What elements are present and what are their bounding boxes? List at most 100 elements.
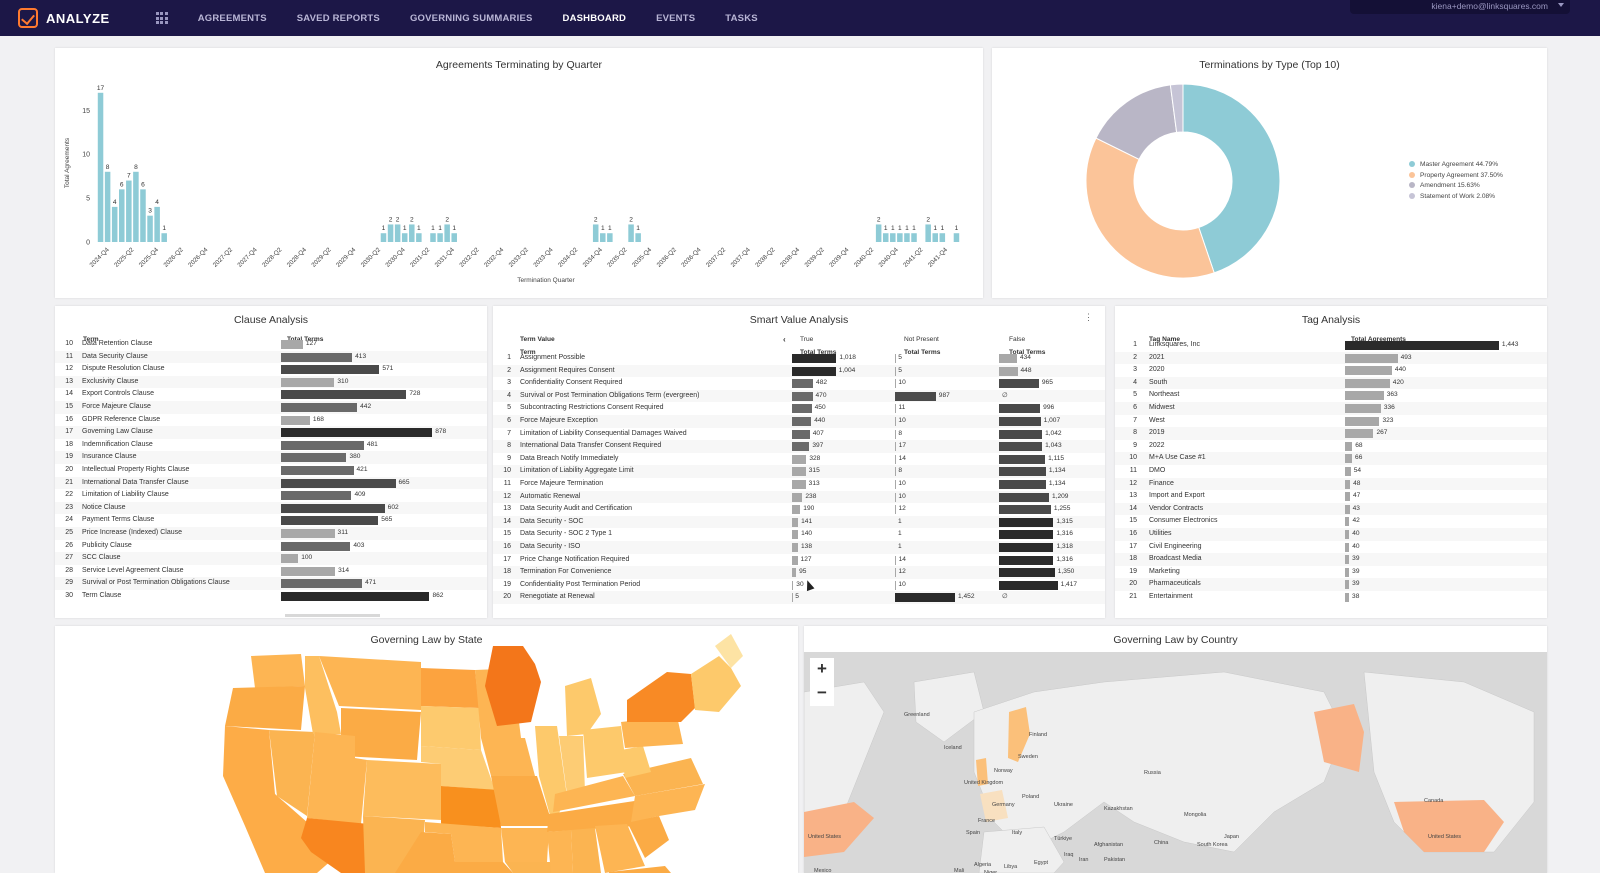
nav-agreements[interactable]: AGREEMENTS [197,12,267,24]
us-state-map[interactable] [55,626,798,873]
quarter-bar[interactable] [430,233,436,242]
smart-col-not-present[interactable]: Not Present [904,336,939,343]
table-row[interactable]: 28 Service Level Agreement Clause 314 [55,565,487,578]
quarter-bar[interactable] [380,233,387,242]
quarter-bar[interactable] [451,233,457,242]
smart-col-true-total[interactable]: Total Terms [800,349,837,356]
tag-col-total[interactable]: Total Agreements [1351,336,1406,343]
smart-col-true[interactable]: True [800,336,814,343]
user-menu[interactable]: kiena+demo@linksquares.com [1350,0,1570,14]
nav-saved-reports[interactable]: SAVED REPORTS [296,12,380,24]
table-row[interactable]: 6 Midwest 336 [1115,402,1547,415]
tag-col-name[interactable]: Tag Name [1149,336,1181,343]
clause-col-term[interactable]: Term [83,336,99,343]
quarter-bar[interactable] [416,233,422,242]
table-row[interactable]: 11 DMO 54 [1115,465,1547,478]
quarter-bar[interactable] [394,224,401,242]
quarter-bar[interactable] [161,233,167,242]
quarter-bar[interactable] [904,233,910,242]
table-row[interactable]: 21 Entertainment 38 [1115,591,1547,604]
table-row[interactable]: 14 Data Security - SOC 141 1 1,315 [493,515,1105,529]
quarter-bar[interactable] [133,171,139,242]
quarter-bar[interactable] [401,233,408,242]
table-row[interactable]: 20 Pharmaceuticals 39 [1115,578,1547,592]
world-map[interactable]: Greenland Iceland Norway Sweden Finland Unite… [804,652,1547,873]
quarter-bar[interactable] [387,224,394,242]
quarter-bar[interactable] [437,233,443,242]
quarter-bar[interactable] [154,206,160,242]
table-row[interactable]: 24 Payment Terms Clause 565 [55,514,487,527]
table-row[interactable]: 14 Vendor Contracts 43 [1115,502,1547,516]
table-row[interactable]: 13 Import and Export 47 [1115,490,1547,503]
table-row[interactable]: 11 Force Majeure Termination 313 10 1,134 [493,478,1105,491]
quarter-bar[interactable] [635,233,641,242]
table-row[interactable]: 18 Indemnification Clause 481 [55,439,487,452]
table-row[interactable]: 8 2019 267 [1115,427,1547,440]
table-row[interactable]: 17 Price Change Notification Required 127 1… [493,554,1105,567]
table-row[interactable]: 5 Northeast 363 [1115,389,1547,402]
table-row[interactable]: 20 Intellectual Property Rights Clause 421 [55,464,487,477]
smart-col-term[interactable]: Term [520,349,536,356]
clause-col-total[interactable]: Total Terms [287,336,324,343]
nav-governing-summaries[interactable]: GOVERNING SUMMARIES [409,12,533,24]
table-row[interactable]: 10 Limitation of Liability Aggregate Limi… [493,465,1105,479]
quarter-bar[interactable] [97,92,104,243]
quarter-bar[interactable] [140,189,146,242]
quarter-bar[interactable] [111,206,118,242]
table-row[interactable]: 21 International Data Transfer Clause 665 [55,476,487,490]
app-logo[interactable]: ANALYZE [18,8,110,28]
table-row[interactable]: 13 Exclusivity Clause 310 [55,375,487,389]
quarter-bar[interactable] [628,224,634,242]
table-row[interactable]: 25 Price Increase (Indexed) Clause 311 [55,527,487,540]
smart-col-false[interactable]: False [1009,336,1026,343]
table-row[interactable]: 15 Data Security - SOC 2 Type 1 140 1 1,316 [493,528,1105,541]
nav-tasks[interactable]: TASKS [725,12,758,24]
smart-col-np-total[interactable]: Total Terms [904,349,941,356]
table-row[interactable]: 14 Export Controls Clause 728 [55,388,487,401]
table-row[interactable]: 15 Consumer Electronics 42 [1115,515,1547,528]
quarter-bar[interactable] [953,233,960,242]
table-row[interactable]: 30 Term Clause 862 [55,590,487,603]
table-row[interactable]: 1 Assignment Possible 1,018 5 434 [493,352,1105,365]
clause-scrollbar[interactable] [285,614,380,617]
quarter-bar[interactable] [104,171,111,242]
table-row[interactable]: 3 Confidentiality Consent Required 482 10 96… [493,377,1105,390]
quarter-bar[interactable] [925,224,931,242]
zoom-out-button[interactable]: − [810,682,834,706]
table-row[interactable]: 3 2020 440 [1115,364,1547,377]
table-row[interactable]: 7 West 323 [1115,415,1547,428]
table-row[interactable]: 29 Survival or Post Termination Obligatio… [55,577,487,591]
legend-entry[interactable]: Master Agreement 44.79% [1409,161,1498,168]
table-row[interactable]: 7 Limitation of Liability Consequential D… [493,428,1105,441]
table-row[interactable]: 6 Force Majeure Exception 440 10 1,007 [493,415,1105,428]
table-row[interactable]: 10 M+A Use Case #1 66 [1115,452,1547,466]
table-row[interactable]: 16 Data Security - ISO 138 1 1,318 [493,541,1105,554]
quarter-bar[interactable] [607,233,613,242]
table-row[interactable]: 17 Civil Engineering 40 [1115,541,1547,554]
legend-entry[interactable]: Amendment 15.63% [1409,182,1480,189]
nav-dashboard[interactable]: DASHBOARD [562,12,627,24]
table-row[interactable]: 1 Linksquares, Inc 1,443 [1115,339,1547,352]
smart-col-false-total[interactable]: Total Terms [1009,349,1046,356]
table-row[interactable]: 22 Limitation of Liability Clause 409 [55,489,487,502]
nav-events[interactable]: EVENTS [656,12,696,24]
table-row[interactable]: 19 Confidentiality Post Termination Perio… [493,579,1105,592]
more-vertical-icon[interactable]: ⋮ [1084,312,1093,322]
table-row[interactable]: 8 International Data Transfer Consent Req… [493,440,1105,453]
table-row[interactable]: 9 Data Breach Notify Immediately 328 14 1,11… [493,453,1105,466]
quarter-bar[interactable] [911,233,917,242]
table-row[interactable]: 9 2022 68 [1115,440,1547,453]
quarter-bar[interactable] [890,233,896,242]
quarter-bar[interactable] [118,189,125,242]
table-row[interactable]: 23 Notice Clause 602 [55,501,487,515]
donut-slice[interactable] [1182,83,1281,274]
table-row[interactable]: 10 Data Retention Clause 127 [55,338,487,351]
table-row[interactable]: 17 Governing Law Clause 878 [55,426,487,439]
zoom-in-button[interactable]: + [810,658,834,682]
table-row[interactable]: 2 2021 493 [1115,351,1547,365]
legend-entry[interactable]: Statement of Work 2.08% [1409,192,1495,200]
legend-entry[interactable]: Property Agreement 37.50% [1409,171,1503,179]
donut-slice[interactable] [1169,83,1184,133]
quarter-bar[interactable] [126,180,132,242]
table-row[interactable]: 15 Force Majeure Clause 442 [55,401,487,414]
